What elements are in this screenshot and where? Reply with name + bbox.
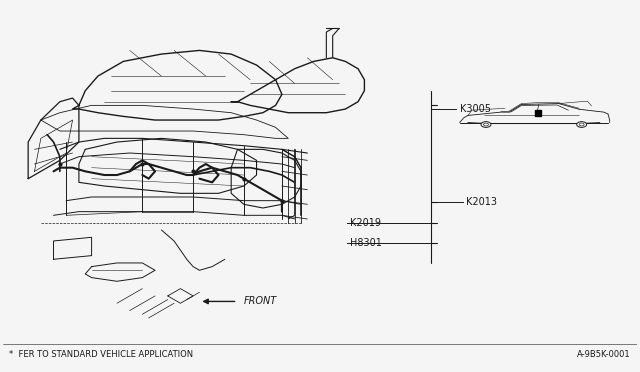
Text: K2019: K2019 [351,218,381,228]
Text: *  FER TO STANDARD VEHICLE APPLICATION: * FER TO STANDARD VEHICLE APPLICATION [9,350,193,359]
Text: H8301: H8301 [351,238,382,248]
Circle shape [579,123,584,126]
Circle shape [483,123,488,126]
Circle shape [577,122,587,127]
Circle shape [481,122,491,127]
Text: K3005: K3005 [460,104,491,114]
Text: FRONT: FRONT [244,296,277,307]
Text: A-9B5K-0001: A-9B5K-0001 [577,350,631,359]
Text: K2013: K2013 [466,198,497,208]
